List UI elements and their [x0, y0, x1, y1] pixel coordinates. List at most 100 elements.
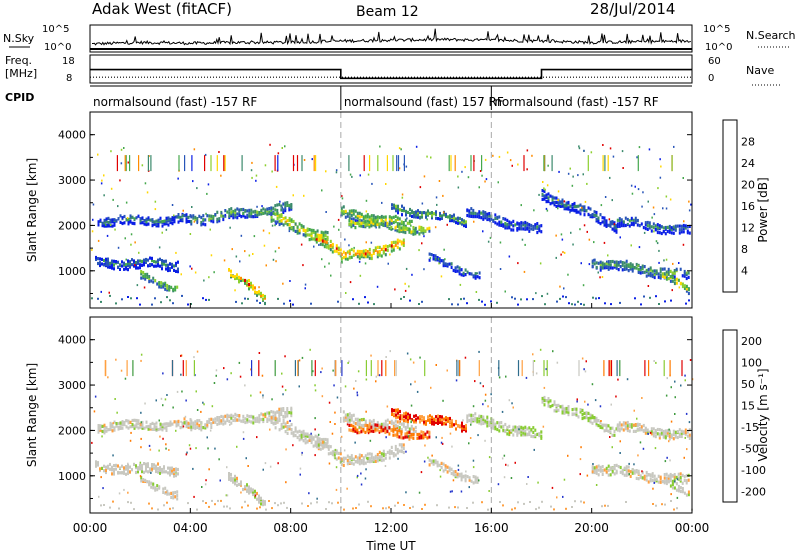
echo-cell — [419, 420, 421, 424]
echo-cell — [634, 429, 637, 433]
echo-cell — [664, 429, 667, 433]
sparse-cell — [203, 403, 205, 406]
echo-cell — [362, 253, 365, 257]
echo-cell — [615, 264, 618, 268]
echo-cell — [398, 222, 401, 226]
echo-cell — [565, 410, 568, 414]
sparse-cell — [101, 179, 103, 182]
sparse-cell — [562, 251, 564, 254]
echo-cell — [127, 259, 129, 263]
echo-cell — [314, 434, 317, 438]
echo-cell — [417, 215, 419, 219]
echo-cell — [356, 420, 359, 424]
streak-cell — [335, 360, 337, 377]
echo-cell — [456, 472, 459, 476]
sparse-cell — [639, 441, 642, 444]
sparse-cell — [569, 167, 571, 170]
echo-cell — [187, 421, 190, 425]
echo-cell — [490, 423, 493, 427]
echo-cell — [174, 490, 177, 495]
echo-cell — [540, 430, 543, 434]
sparse-cell — [478, 350, 480, 353]
echo-cell — [152, 280, 155, 284]
sparse-cell — [641, 470, 643, 473]
echo-cell — [410, 433, 413, 437]
echo-cell — [344, 415, 347, 419]
sparse-cell — [418, 249, 420, 252]
sparse-cell — [369, 439, 372, 442]
sparse-cell — [325, 170, 327, 173]
echo-cell — [175, 269, 177, 273]
sparse-cell — [647, 285, 650, 287]
echo-cell — [366, 222, 369, 226]
echo-cell — [282, 418, 285, 422]
echo-cell — [244, 417, 247, 421]
echo-cell — [179, 426, 182, 430]
echo-cell — [627, 465, 630, 469]
echo-cell — [667, 272, 670, 276]
echo-cell — [148, 482, 151, 486]
echo-cell — [657, 474, 660, 478]
echo-cell — [208, 417, 211, 422]
echo-cell — [304, 441, 307, 445]
echo-cell — [520, 221, 523, 225]
echo-cell — [388, 244, 391, 248]
echo-cell — [141, 467, 143, 471]
sparse-cell — [231, 248, 233, 251]
sparse-cell — [609, 436, 611, 438]
sparse-cell — [124, 237, 126, 240]
echo-cell — [323, 240, 326, 244]
echo-cell — [260, 291, 262, 295]
echo-cell — [579, 410, 582, 414]
echo-cell — [390, 227, 393, 231]
echo-cell — [597, 468, 600, 472]
echo-cell — [425, 422, 427, 426]
sparse-cell — [246, 283, 248, 286]
echo-cell — [585, 209, 588, 213]
echo-cell — [378, 216, 381, 220]
echo-cell — [109, 424, 112, 428]
echo-cell — [653, 478, 656, 482]
echo-cell — [97, 424, 100, 428]
sparse-cell — [158, 246, 161, 249]
echo-cell — [354, 221, 357, 226]
echo-cell — [607, 429, 610, 433]
echo-cell — [439, 415, 441, 419]
sparse-cell — [109, 224, 112, 226]
echo-cell — [163, 262, 165, 266]
echo-cell — [133, 217, 136, 221]
echo-cell — [441, 214, 443, 218]
echo-cell — [603, 423, 606, 427]
echo-cell — [97, 223, 100, 227]
echo-cell — [678, 228, 681, 232]
echo-cell — [433, 212, 435, 216]
echo-cell — [342, 456, 345, 460]
streak-cell — [223, 155, 225, 172]
echo-cell — [607, 262, 610, 266]
echo-cell — [402, 424, 405, 428]
sparse-cell — [501, 410, 504, 413]
echo-cell — [234, 412, 237, 416]
echo-cell — [137, 426, 140, 430]
sparse-cell — [648, 148, 651, 151]
ground-scatter-cell — [403, 504, 405, 506]
echo-cell — [166, 492, 169, 496]
sparse-cell — [213, 271, 215, 274]
echo-cell — [260, 212, 263, 216]
sparse-cell — [168, 449, 170, 451]
echo-cell — [312, 228, 315, 233]
echo-cell — [368, 218, 371, 222]
sparse-cell — [630, 184, 633, 187]
sparse-cell — [395, 225, 398, 228]
sparse-cell — [691, 378, 694, 381]
echo-cell — [266, 212, 269, 216]
echo-cell — [168, 288, 171, 292]
echo-cell — [105, 426, 108, 430]
echo-cell — [380, 216, 383, 221]
echo-cell — [445, 422, 447, 426]
echo-cell — [352, 212, 355, 216]
echo-cell — [618, 218, 621, 223]
ground-scatter-cell — [574, 500, 576, 503]
echo-cell — [547, 400, 550, 404]
echo-cell — [534, 226, 537, 230]
